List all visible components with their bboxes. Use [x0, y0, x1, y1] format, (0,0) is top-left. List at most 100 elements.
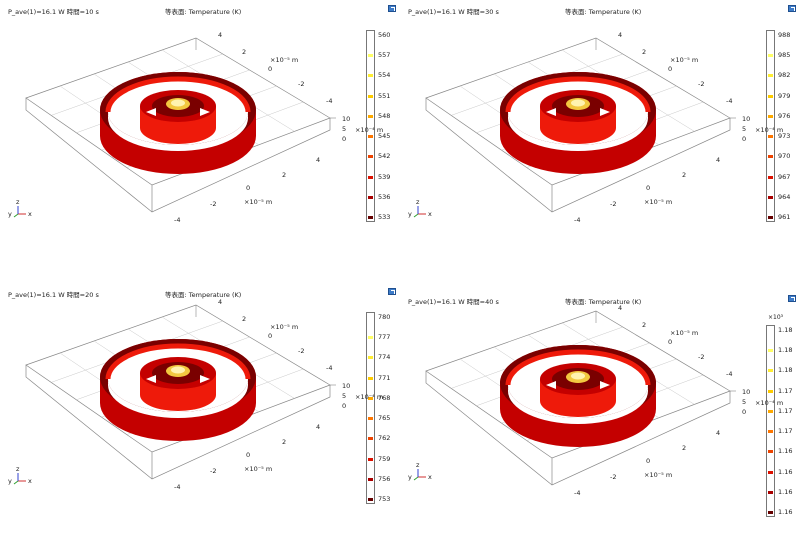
colorbar-tick-label: 557 [378, 51, 391, 60]
x-axis-tick-label: 4 [716, 156, 720, 164]
y-axis-tick-label: -4 [326, 97, 332, 105]
x-axis-tick-label: -2 [210, 467, 216, 475]
y-axis-tick-label: 4 [618, 304, 622, 312]
z-axis-unit: ×10⁻⁴ m [755, 126, 783, 134]
plot-parameter-header: P_ave(1)=16.1 W 時間=30 s [408, 8, 499, 16]
colorbar-swatch [368, 54, 373, 58]
x-axis-tick-label: 0 [646, 184, 650, 192]
y-axis-tick-label: 0 [668, 338, 672, 346]
colorbar-swatch [368, 114, 373, 118]
colorbar-tick-label: 1.16 [778, 487, 793, 496]
x-axis-tick-label: 4 [316, 423, 320, 431]
colorbar-tick-label: 542 [378, 152, 391, 161]
axis-triad: x yz [408, 198, 432, 218]
z-axis-tick-label: 10 [342, 115, 350, 123]
colorbar-tick-label: 1.17 [778, 386, 793, 395]
triad-y-label: y [8, 477, 12, 485]
3d-scene[interactable]: 4 2 0 -2 -4 ×10⁻⁵ m 4 2 0 -2 -4 ×10⁻⁵ m 10 5 0 ×10⁻⁴ m x… [400, 0, 783, 266]
x-axis-tick-label: -2 [610, 473, 616, 481]
x-axis-tick-label: 2 [682, 444, 686, 452]
z-axis-tick-label: 0 [742, 408, 746, 416]
colorbar-tick-label: 548 [378, 111, 391, 120]
inner-core-isosurface [140, 90, 216, 144]
colorbar-tick-label: 756 [378, 474, 391, 483]
colorbar-tick-label: 545 [378, 132, 391, 141]
axis-triad: x yz [408, 461, 432, 481]
colorbar-swatch [368, 34, 373, 37]
x-axis-tick-label: 0 [646, 457, 650, 465]
colorbar-swatch [368, 94, 373, 98]
inner-core-isosurface [140, 357, 216, 411]
colorbar-tick-label: 961 [778, 213, 791, 221]
colorbar-swatch [768, 34, 773, 37]
colorbar-tick-label: 1.18 [778, 366, 793, 375]
colorbar-swatch [368, 477, 373, 481]
y-axis-tick-label: 2 [242, 48, 246, 56]
x-axis-tick-label: -4 [174, 216, 180, 224]
export-image-button[interactable] [388, 5, 396, 12]
colorbar-swatch [368, 376, 373, 380]
x-axis-tick-label: 0 [246, 184, 250, 192]
z-axis-tick-label: 0 [342, 402, 346, 410]
export-image-button[interactable] [388, 288, 396, 295]
colorbar-swatch [768, 74, 773, 78]
plot-parameter-header: P_ave(1)=16.1 W 時間=40 s [408, 298, 499, 306]
y-axis-tick-label: 2 [642, 321, 646, 329]
colorbar-swatch [368, 437, 373, 441]
triad-x-label: x [28, 210, 32, 218]
y-axis-unit: ×10⁻⁵ m [270, 56, 298, 64]
y-axis-tick-label: -4 [326, 364, 332, 372]
z-axis-unit: ×10⁻⁴ m [755, 399, 783, 407]
inner-core-isosurface [540, 90, 616, 144]
colorbar-swatch [368, 175, 373, 179]
z-axis-tick-label: 0 [342, 135, 346, 143]
colorbar-tick-label: 753 [378, 495, 391, 503]
colorbar-tick-label: 979 [778, 91, 791, 100]
colorbar-swatch [368, 396, 373, 400]
z-axis-tick-label: 10 [742, 115, 750, 123]
3d-scene[interactable]: 4 2 0 -2 -4 ×10⁻⁵ m 4 2 0 -2 -4 ×10⁻⁵ m 10 5 0 ×10⁻⁴ m x… [400, 267, 783, 533]
colorbar-swatch [368, 457, 373, 461]
colorbar-swatch [768, 54, 773, 58]
y-axis-unit: ×10⁻⁵ m [670, 56, 698, 64]
colorbar-tick-label: 967 [778, 172, 791, 181]
plot-expression-header: 等表面: Temperature (K) [565, 8, 642, 16]
y-axis-tick-label: -4 [726, 97, 732, 105]
colorbar-swatch [368, 316, 373, 319]
colorbar-swatch [768, 94, 773, 98]
triad-x-label: x [428, 210, 432, 218]
colorbar-swatch [768, 195, 773, 199]
colorbar-tick-label: 554 [378, 71, 391, 80]
colorbar-tick-label: 533 [378, 213, 391, 221]
triad-z-label: z [416, 461, 420, 469]
plot-expression-header: 等表面: Temperature (K) [565, 298, 642, 306]
z-axis-unit: ×10⁻⁴ m [355, 126, 383, 134]
x-axis-unit: ×10⁻⁵ m [244, 465, 272, 473]
axis-triad: x yz [8, 198, 32, 218]
export-image-button[interactable] [788, 295, 796, 302]
colorbar-swatch [368, 155, 373, 159]
color-legend-bar [366, 312, 375, 504]
colorbar-swatch [368, 336, 373, 340]
x-axis-tick-label: 2 [282, 171, 286, 179]
triad-z-label: z [16, 465, 20, 473]
y-axis-tick-label: 2 [242, 315, 246, 323]
y-axis-tick-label: 0 [668, 65, 672, 73]
plot-expression-header: 等表面: Temperature (K) [165, 291, 242, 299]
3d-scene[interactable]: 4 2 0 -2 -4 ×10⁻⁵ m 4 2 0 -2 -4 ×10⁻⁵ m 10 5 0 ×10⁻⁴ m x… [0, 0, 383, 266]
color-legend-bar [366, 30, 375, 222]
triad-z-label: z [416, 198, 420, 206]
x-axis-unit: ×10⁻⁵ m [244, 198, 272, 206]
plot-panel-10s: P_ave(1)=16.1 W 時間=10 s 等表面: Temperature … [0, 0, 400, 266]
y-axis-tick-label: 4 [218, 31, 222, 39]
export-image-button[interactable] [788, 5, 796, 12]
colorbar-tick-label: 982 [778, 71, 791, 80]
3d-scene[interactable]: 4 2 0 -2 -4 ×10⁻⁵ m 4 2 0 -2 -4 ×10⁻⁵ m 10 5 0 ×10⁻⁴ m x… [0, 267, 383, 533]
colorbar-tick-label: 536 [378, 192, 391, 201]
z-axis-tick-label: 5 [342, 392, 346, 400]
colorbar-swatch [368, 498, 373, 501]
color-legend-bar [766, 325, 775, 517]
y-axis-tick-label: 0 [268, 65, 272, 73]
y-axis-unit: ×10⁻⁵ m [670, 329, 698, 337]
colorbar-tick-label: 1.16 [778, 447, 793, 456]
